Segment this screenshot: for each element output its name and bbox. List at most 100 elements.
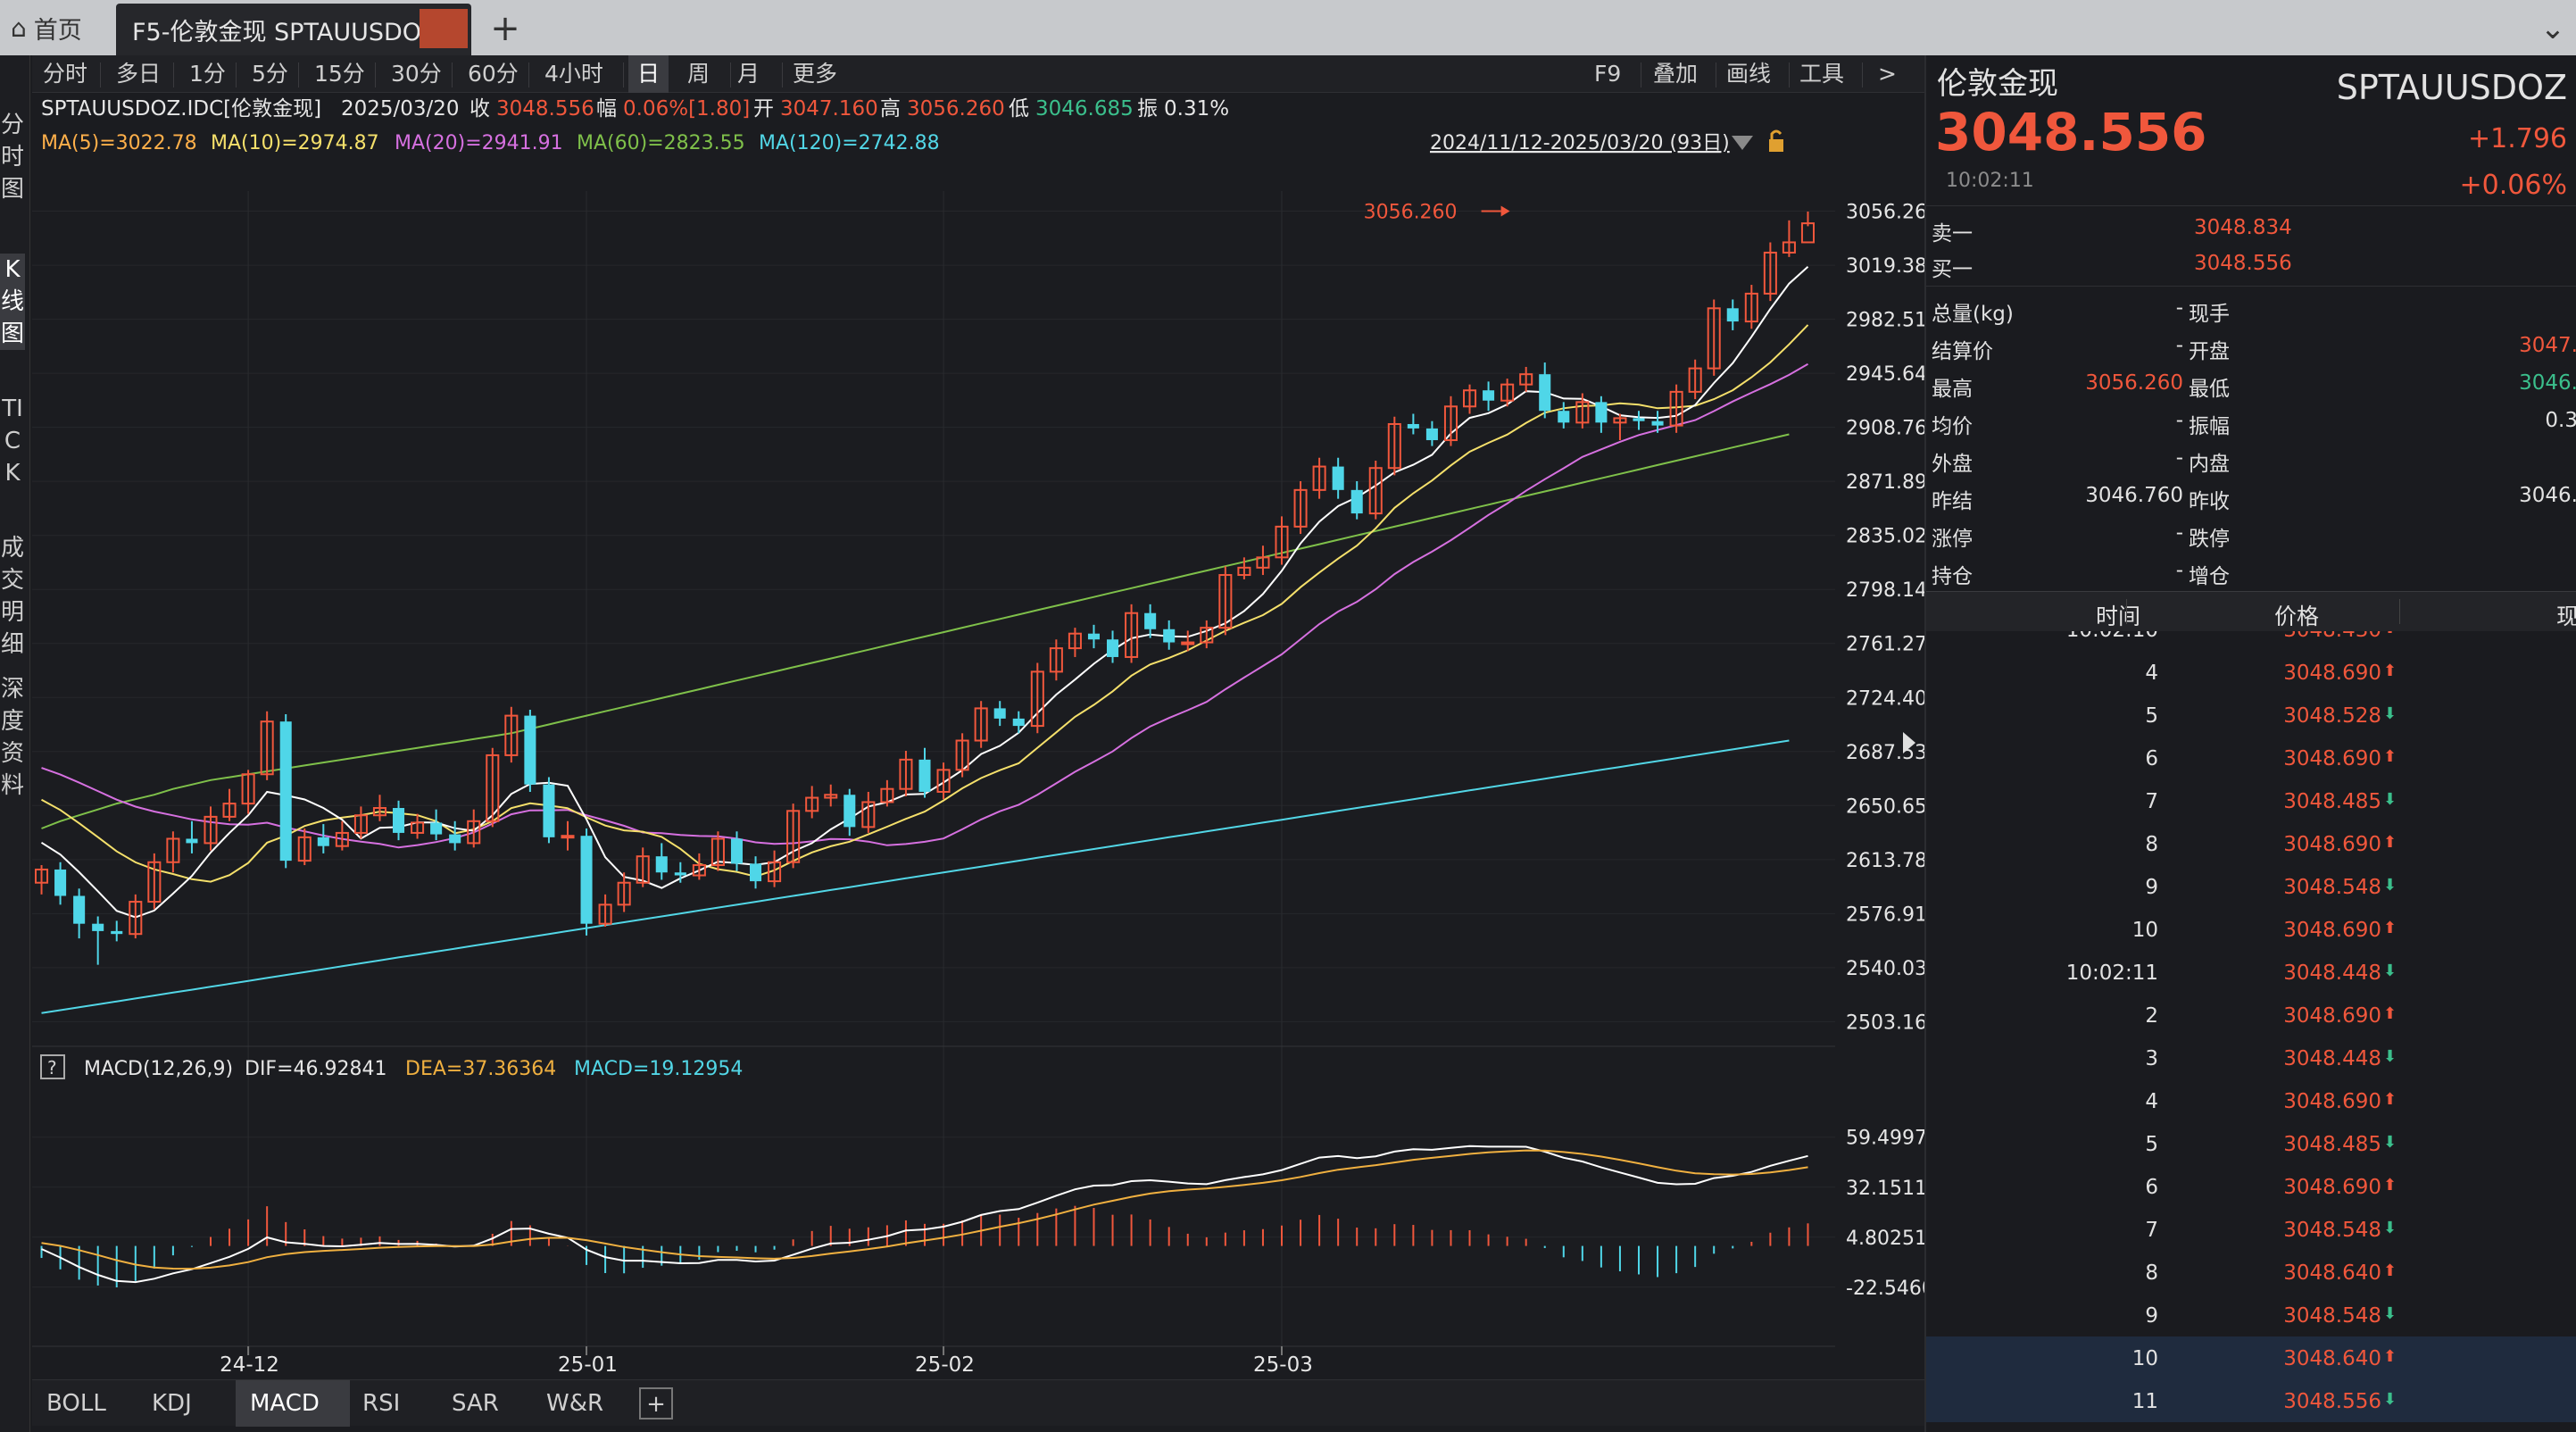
tick-row[interactable]: 9 3048.548 ⬇: [1926, 865, 2576, 908]
add-indicator-button[interactable]: +: [639, 1387, 673, 1420]
period-week[interactable]: 周: [687, 61, 710, 87]
tick-row[interactable]: 10:02:11 3048.448 ⬇: [1926, 951, 2576, 994]
candle-body: [1218, 574, 1233, 629]
help-icon[interactable]: [40, 1054, 65, 1079]
tab-home[interactable]: ⌂ 首页: [0, 0, 116, 55]
period-5min[interactable]: 5分: [252, 61, 288, 87]
tick-row[interactable]: 10 3048.640 ⬆: [1926, 1336, 2576, 1379]
quote-stat-row: 总量(kg) - 现手: [1926, 289, 2576, 329]
arrow-down-icon: ⬇: [2383, 1133, 2397, 1152]
sidebar-item-timeshare[interactable]: 分时图: [0, 112, 24, 203]
indicator-tab-wr[interactable]: W&R: [546, 1390, 604, 1417]
tick-row[interactable]: 5 3048.485 ⬇: [1926, 1122, 2576, 1165]
sidebar-item-kline[interactable]: K线图: [0, 254, 25, 350]
tick-row[interactable]: 5 3048.528 ⬇: [1926, 694, 2576, 737]
period-30min[interactable]: 30分: [391, 61, 442, 87]
indicator-tab-sar[interactable]: SAR: [452, 1390, 499, 1417]
tick-time: 4: [2145, 662, 2158, 685]
indicator-tab-macd[interactable]: MACD: [236, 1380, 350, 1427]
indicator-tab-rsi[interactable]: RSI: [362, 1390, 401, 1417]
tab-close-button[interactable]: [420, 9, 468, 48]
tick-row[interactable]: 4 3048.690 ⬆: [1926, 1079, 2576, 1122]
period-15min[interactable]: 15分: [314, 61, 365, 87]
candle-body: [805, 796, 819, 812]
tick-row[interactable]: 3 3048.448 ⬇: [1926, 1037, 2576, 1079]
divider: [782, 62, 783, 87]
tab-active[interactable]: F5-伦敦金现 SPTAUUSDO...: [116, 4, 471, 55]
f9-button[interactable]: F9: [1594, 61, 1622, 87]
tick-price: 3048.485: [2283, 1133, 2381, 1156]
candle-body: [129, 901, 143, 936]
candle-body: [35, 868, 49, 884]
candle-body: [411, 821, 425, 834]
tick-row[interactable]: 10 3048.690 ⬆: [1926, 908, 2576, 951]
quote-stat-row: 涨停 - 跌停: [1926, 514, 2576, 554]
tick-row[interactable]: 6 3048.690 ⬆: [1926, 1165, 2576, 1208]
sidebar-item-trade-detail[interactable]: 成交明细: [0, 535, 24, 658]
tick-row[interactable]: 7 3048.548 ⬇: [1926, 1208, 2576, 1251]
sidebar-item-tick[interactable]: TICK: [2, 395, 23, 487]
stat-value-2: 3046.: [2519, 484, 2576, 507]
tick-time: 8: [2145, 1261, 2158, 1285]
candle-body: [1181, 641, 1195, 645]
indicator-tab-kdj[interactable]: KDJ: [152, 1390, 192, 1417]
stat-value: -: [2175, 334, 2183, 357]
sidebar-item-depth[interactable]: 深度资料: [0, 676, 24, 799]
tick-row[interactable]: 11 3048.556 ⬇: [1926, 1379, 2576, 1422]
ticks-header-time: 时间: [2096, 604, 2141, 629]
candle-body: [166, 837, 180, 863]
candle-body: [974, 707, 988, 742]
tick-price: 3048.690: [2283, 1090, 2381, 1113]
draw-line-button[interactable]: 画线: [1726, 61, 1772, 87]
tick-time: 10:02:11: [2065, 962, 2158, 985]
stat-label: 昨结: [1932, 490, 1973, 513]
max-marker-arrow: [1500, 205, 1510, 217]
tick-list[interactable]: 10:02:103048.430⬆43048.690⬆53048.528⬇630…: [1926, 631, 2576, 1432]
arrow-up-icon: ⬆: [2383, 919, 2397, 937]
period-multiday[interactable]: 多日: [116, 61, 162, 87]
add-tab-button[interactable]: +: [490, 8, 520, 49]
lock-icon[interactable]: [1769, 139, 1783, 152]
dropdown-triangle-icon[interactable]: [1732, 136, 1753, 150]
tick-row[interactable]: 2 3048.690 ⬆: [1926, 994, 2576, 1037]
divider: [452, 62, 453, 87]
period-more[interactable]: 更多: [793, 61, 838, 87]
period-timeshare[interactable]: 分时: [43, 61, 88, 87]
stat-label-2: 最低: [2189, 378, 2230, 401]
stat-label-2: 昨收: [2189, 490, 2230, 513]
expand-button[interactable]: >: [1878, 61, 1897, 87]
kline-chart[interactable]: SPTAUUSDOZ.IDC[伦敦金现] 2025/03/20 收 3048.5…: [32, 93, 1928, 1379]
stat-label: 总量(kg): [1932, 303, 2014, 326]
macd-value: MACD=19.12954: [574, 1058, 743, 1080]
candle-body: [1669, 390, 1683, 427]
indicator-tab-boll[interactable]: BOLL: [46, 1390, 106, 1417]
date-range-label[interactable]: 2024/11/12-2025/03/20 (93日): [1430, 132, 1730, 154]
candle-body: [1613, 417, 1627, 424]
tick-row[interactable]: 6 3048.690 ⬆: [1926, 737, 2576, 779]
candle-body: [1237, 566, 1251, 577]
candle-body: [430, 822, 443, 835]
macd-dif: DIF=46.92841: [245, 1058, 387, 1080]
candle-body: [1368, 467, 1383, 515]
tick-row[interactable]: 7 3048.485 ⬇: [1926, 779, 2576, 822]
tick-row[interactable]: 8 3048.640 ⬆: [1926, 1251, 2576, 1294]
tick-row[interactable]: 9 3048.548 ⬇: [1926, 1294, 2576, 1336]
tick-row[interactable]: 8 3048.690 ⬆: [1926, 822, 2576, 865]
collapse-arrow-icon[interactable]: [1903, 732, 1915, 753]
period-4hour[interactable]: 4小时: [544, 61, 603, 87]
tools-button[interactable]: 工具: [1799, 61, 1845, 87]
overlay-button[interactable]: 叠加: [1653, 61, 1699, 87]
price-axis: 3056.260 3019.387 2982.514 2945.641 2908.768…: [1846, 202, 1928, 1035]
chevron-down-icon[interactable]: ⌄: [2539, 11, 2566, 46]
tick-time: 5: [2145, 704, 2158, 728]
period-month[interactable]: 月: [737, 61, 760, 87]
tick-row[interactable]: 10:02:10 3048.430⬆: [1926, 631, 2576, 651]
candle-body: [204, 815, 218, 845]
period-1min[interactable]: 1分: [189, 61, 226, 87]
period-60min[interactable]: 60分: [468, 61, 519, 87]
tick-row[interactable]: 4 3048.690 ⬆: [1926, 651, 2576, 694]
candle-body: [1293, 488, 1308, 528]
period-day[interactable]: 日: [628, 55, 669, 93]
stat-value: -: [2175, 446, 2183, 470]
